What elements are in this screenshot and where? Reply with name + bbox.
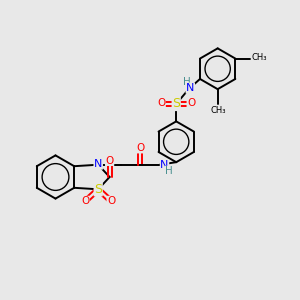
Text: O: O	[107, 196, 115, 206]
Text: O: O	[106, 155, 114, 166]
Text: O: O	[157, 98, 165, 108]
Text: N: N	[186, 83, 194, 93]
Text: O: O	[81, 196, 89, 206]
Text: CH₃: CH₃	[211, 106, 226, 115]
Text: N: N	[94, 159, 102, 169]
Text: S: S	[94, 183, 102, 196]
Text: H: H	[165, 166, 173, 176]
Text: CH₃: CH₃	[252, 53, 267, 62]
Text: O: O	[187, 98, 195, 108]
Text: O: O	[136, 143, 144, 153]
Text: S: S	[172, 98, 180, 110]
Text: N: N	[160, 160, 169, 170]
Text: H: H	[183, 77, 191, 87]
